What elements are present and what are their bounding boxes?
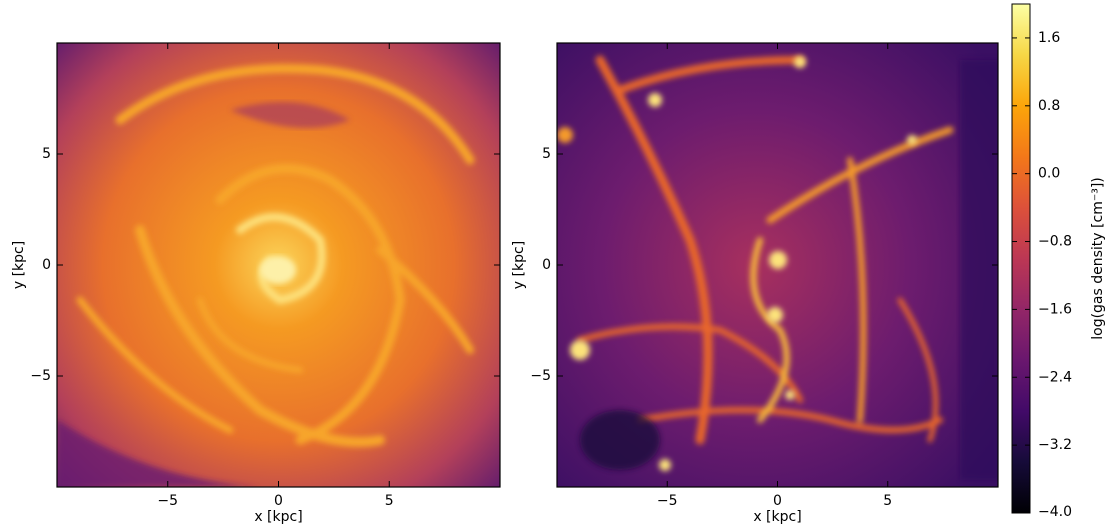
x-tick-label: −5 bbox=[157, 493, 178, 509]
y-tick-label: 0 bbox=[542, 257, 551, 273]
x-tick-label: 0 bbox=[773, 493, 782, 509]
y-tick-label: 5 bbox=[42, 146, 51, 162]
y-axis-label: y [kpc] bbox=[511, 241, 527, 289]
y-tick-label: 5 bbox=[542, 146, 551, 162]
colorbar-tick-label: −1.6 bbox=[1038, 301, 1072, 317]
x-axis-label: x [kpc] bbox=[254, 509, 302, 525]
colorbar-label: log(gas density [cm⁻³]) bbox=[1090, 177, 1106, 340]
colorbar bbox=[1011, 3, 1031, 514]
y-tick-label: −5 bbox=[30, 368, 51, 384]
x-tick-label: −5 bbox=[657, 493, 678, 509]
colorbar-tick-label: −4.0 bbox=[1038, 504, 1072, 520]
colorbar-tick-label: 1.6 bbox=[1038, 30, 1060, 46]
colorbar-tick-label: −0.8 bbox=[1038, 234, 1072, 250]
y-tick-label: −5 bbox=[530, 368, 551, 384]
y-axis-label: y [kpc] bbox=[11, 241, 27, 289]
x-axis-label: x [kpc] bbox=[753, 509, 801, 525]
y-tick-label: 0 bbox=[42, 257, 51, 273]
colorbar-tick-label: 0.8 bbox=[1038, 98, 1060, 114]
colorbar-tick-label: −2.4 bbox=[1038, 369, 1072, 385]
density-map bbox=[57, 43, 500, 487]
colorbar-tick-label: −3.2 bbox=[1038, 437, 1072, 453]
x-tick-label: 5 bbox=[883, 493, 892, 509]
colorbar-tick-label: 0.0 bbox=[1038, 166, 1060, 182]
x-tick-label: 0 bbox=[274, 493, 283, 509]
x-tick-label: 5 bbox=[385, 493, 394, 509]
density-map bbox=[557, 43, 998, 487]
